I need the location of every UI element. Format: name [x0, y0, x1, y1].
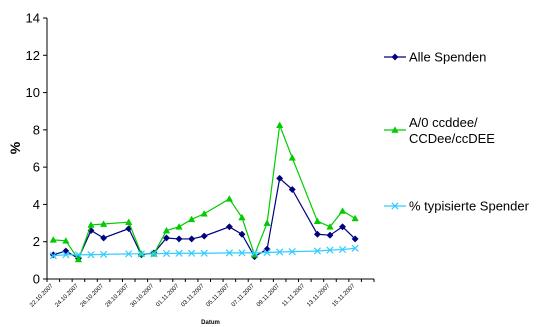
y-tick-label: 10	[26, 85, 40, 100]
x-tick-label: 05.11.2007	[206, 283, 232, 309]
data-point	[263, 248, 271, 257]
legend-marker	[391, 202, 399, 210]
data-point	[200, 249, 208, 257]
x-axis-title: Datum	[201, 320, 220, 326]
data-point	[49, 236, 57, 243]
data-point	[276, 121, 284, 129]
legend-label: A/0 ccddee/CCDee/ccDEE	[409, 115, 495, 146]
y-tick-label: 14	[26, 11, 40, 26]
legend-marker	[391, 53, 399, 61]
data-point	[150, 250, 158, 258]
x-tick-label: 01.11.2007	[155, 283, 181, 309]
data-point	[225, 249, 233, 257]
data-point	[288, 247, 296, 256]
legend-entry-3: % typisierte Spender	[384, 199, 530, 214]
data-point	[175, 249, 183, 257]
data-point	[250, 249, 259, 257]
data-point	[225, 223, 233, 231]
data-point	[225, 195, 233, 202]
data-point	[200, 210, 208, 217]
legend-entry-1: Alle Spenden	[384, 50, 486, 65]
x-tick-label: 26.10.2007	[80, 283, 106, 309]
data-point	[238, 249, 246, 257]
data-point	[49, 252, 57, 260]
data-point	[62, 251, 70, 259]
data-point	[87, 221, 95, 228]
legend-label: % typisierte Spender	[409, 199, 530, 214]
data-point	[200, 232, 208, 240]
x-tick-label: 13.11.2007	[306, 283, 332, 309]
x-tick-label: 24.10.2007	[54, 283, 80, 309]
series-line	[53, 177, 356, 260]
data-point	[288, 185, 296, 194]
x-tick-label: 22.10.2007	[29, 283, 55, 309]
data-point	[263, 245, 271, 253]
x-tick-label: 07.11.2007	[231, 283, 257, 309]
data-point	[351, 244, 359, 252]
y-tick-label: 0	[33, 272, 40, 287]
legend-label: Alle Spenden	[409, 50, 486, 65]
data-point	[313, 247, 322, 255]
data-point	[99, 220, 108, 227]
data-point	[351, 214, 359, 222]
data-point	[125, 250, 133, 258]
series-3	[49, 244, 359, 260]
data-point	[100, 234, 108, 242]
legend-marker	[391, 126, 399, 133]
x-tick-label: 03.11.2007	[180, 283, 206, 309]
data-point	[339, 223, 347, 231]
data-point	[238, 213, 246, 221]
legend-entry-2: A/0 ccddee/CCDee/ccDEE	[384, 115, 495, 146]
series-1	[49, 174, 359, 263]
y-tick-label: 8	[33, 122, 40, 137]
data-point	[175, 223, 183, 230]
y-tick-label: 12	[26, 48, 40, 63]
data-point	[175, 235, 183, 243]
data-point	[125, 218, 133, 225]
series-line	[53, 247, 356, 257]
data-point	[326, 231, 334, 239]
x-tick-label: 11.11.2007	[281, 283, 306, 308]
data-point	[338, 245, 347, 254]
y-tick-label: 4	[33, 197, 40, 212]
data-point	[62, 237, 70, 244]
x-tick-label: 28.10.2007	[105, 283, 131, 309]
data-point	[74, 255, 83, 263]
data-point	[162, 226, 171, 234]
data-point	[162, 249, 171, 258]
data-point	[276, 248, 284, 256]
data-point	[238, 230, 246, 238]
data-point	[188, 215, 196, 223]
x-tick-label: 09.11.2007	[256, 283, 282, 309]
data-point	[99, 250, 108, 259]
data-point	[288, 154, 296, 161]
data-point	[351, 235, 359, 243]
data-point	[137, 250, 145, 258]
series-line	[53, 124, 356, 261]
x-tick-label: 30.10.2007	[130, 283, 156, 309]
data-point	[326, 246, 334, 254]
data-point	[162, 234, 171, 242]
data-point	[276, 174, 284, 182]
data-point	[338, 207, 347, 214]
chart-legend: Alle Spenden A/0 ccddee/CCDee/ccDEE % typi…	[384, 50, 530, 214]
y-tick-label: 2	[33, 234, 40, 249]
chart-axes: 0 2 4 6 8 10 12 14 22.10.2007 24.10.2007 26.10.200…	[26, 11, 375, 309]
data-point	[74, 251, 83, 259]
data-point	[313, 230, 321, 238]
data-point	[188, 249, 196, 257]
data-point	[188, 235, 196, 243]
data-point	[326, 223, 334, 230]
data-point	[263, 219, 271, 226]
x-tick-label: 15.11.2007	[331, 283, 357, 309]
y-axis-title: %	[7, 141, 23, 154]
data-point	[313, 217, 322, 225]
data-point	[87, 251, 95, 259]
chart-series	[49, 121, 359, 263]
y-tick-label: 6	[33, 160, 40, 175]
series-2	[49, 121, 359, 263]
data-point	[49, 251, 57, 259]
